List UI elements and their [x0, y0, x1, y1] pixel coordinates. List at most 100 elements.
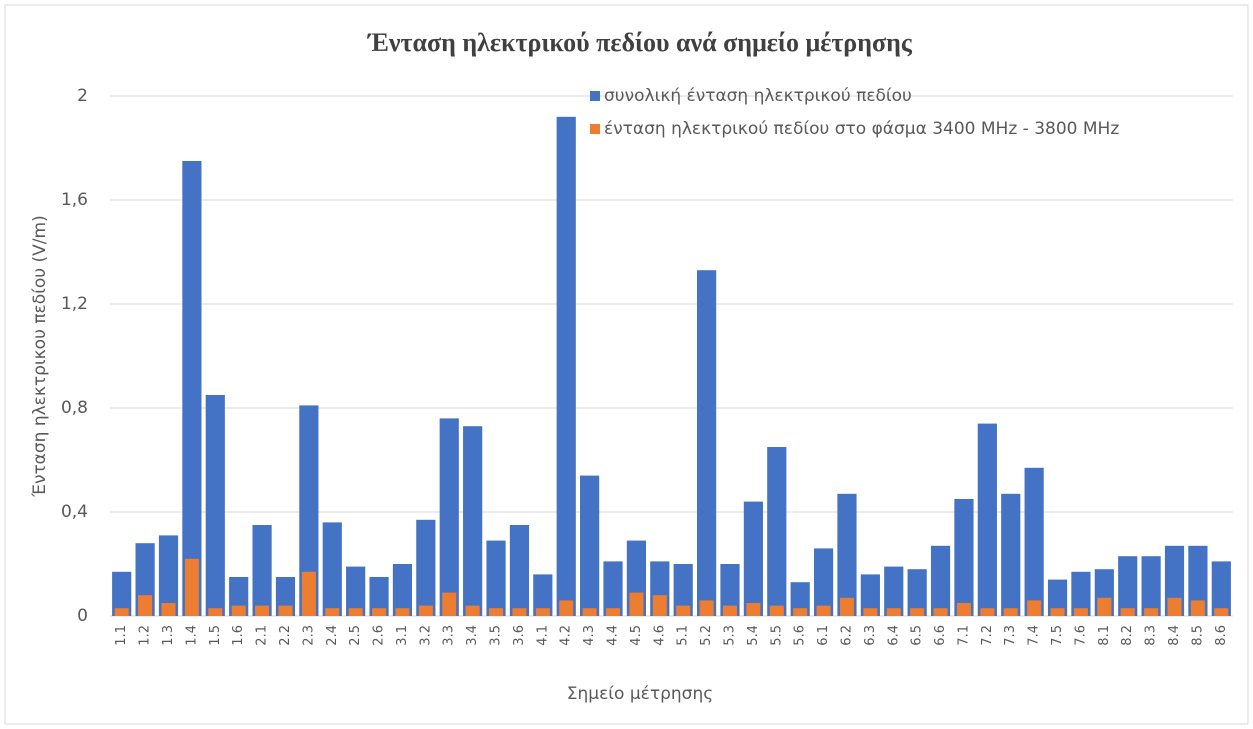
bar: [1003, 608, 1018, 616]
bar: [322, 522, 342, 616]
legend-swatch: [590, 124, 600, 134]
x-tick-label: 2.5: [348, 625, 363, 646]
x-tick-label: 8.3: [1144, 625, 1159, 646]
bar: [416, 519, 436, 616]
x-tick-label: 7.3: [1003, 625, 1018, 646]
x-tick-label: 6.5: [910, 625, 925, 646]
bar: [673, 564, 693, 616]
bar: [1047, 579, 1068, 616]
bar: [114, 608, 129, 616]
bar: [769, 605, 784, 616]
bar: [676, 605, 691, 616]
bar: [863, 608, 878, 616]
y-tick-label: 1,2: [61, 294, 88, 314]
x-tick-label: 4.1: [535, 625, 550, 646]
x-tick-label: 7.5: [1050, 625, 1065, 646]
x-tick-label: 6.6: [933, 625, 948, 646]
bar: [418, 605, 433, 616]
bar: [1188, 545, 1208, 616]
x-tick-label: 2.2: [278, 625, 293, 646]
bar: [837, 493, 857, 616]
x-tick-label: 3.5: [489, 625, 504, 646]
bar: [1118, 556, 1138, 616]
x-tick-label: 5.3: [722, 625, 737, 646]
x-tick-label: 7.2: [980, 625, 995, 646]
bar: [977, 423, 997, 616]
y-tick-label: 0,8: [61, 398, 88, 418]
bar: [720, 564, 740, 616]
bar: [767, 447, 787, 616]
x-tick-label: 4.2: [559, 625, 574, 646]
bar: [652, 595, 667, 616]
bar: [556, 116, 576, 617]
bar: [1097, 597, 1112, 616]
x-tick-label: 1.3: [161, 625, 176, 646]
y-tick-label: 0: [77, 606, 88, 626]
bar: [582, 608, 597, 616]
bar: [395, 608, 410, 616]
bar: [439, 418, 459, 616]
bar: [161, 603, 176, 616]
x-tick-label: 3.4: [465, 625, 480, 646]
bar: [697, 270, 717, 616]
bar: [1071, 571, 1091, 616]
bar: [605, 608, 621, 616]
x-tick-label: 5.2: [699, 625, 714, 646]
x-tick-label: 4.4: [606, 625, 621, 646]
bar: [813, 548, 834, 616]
bar: [208, 608, 223, 616]
bar: [1190, 600, 1205, 616]
x-tick-label: 2.6: [372, 625, 387, 646]
bar: [252, 525, 272, 616]
x-tick-label: 8.1: [1097, 625, 1112, 646]
bar: [392, 564, 413, 616]
bar: [1050, 608, 1065, 616]
bar: [205, 395, 225, 616]
bar: [980, 608, 995, 616]
y-tick-label: 1,6: [61, 190, 88, 210]
bar: [910, 608, 925, 616]
bar: [158, 535, 179, 616]
bar: [580, 475, 600, 616]
bar: [793, 608, 808, 616]
bar: [559, 600, 574, 616]
bar: [629, 592, 644, 616]
bar: [112, 571, 132, 616]
bar: [1211, 561, 1231, 616]
bar: [1024, 467, 1044, 616]
x-tick-label: 6.1: [816, 625, 831, 646]
bar: [463, 426, 483, 616]
x-tick-label: 8.4: [1167, 625, 1182, 646]
x-tick-label: 7.6: [1073, 625, 1088, 646]
bar: [301, 571, 316, 616]
x-tick-label: 3.3: [442, 625, 457, 646]
bar: [325, 608, 340, 616]
x-tick-label: 3.2: [418, 625, 433, 646]
x-tick-label: 8.6: [1214, 625, 1229, 646]
chart-title: Ένταση ηλεκτρικού πεδίου ανά σημείο μέτρ…: [366, 28, 913, 57]
bar: [907, 569, 927, 616]
bar: [956, 603, 971, 616]
x-tick-label: 6.4: [886, 625, 901, 646]
bar: [790, 582, 810, 616]
bar: [1120, 608, 1135, 616]
x-tick-label: 2.1: [255, 625, 270, 646]
bar: [886, 608, 901, 616]
bar: [1001, 493, 1021, 616]
x-tick-label: 6.3: [863, 625, 878, 646]
bar: [954, 499, 974, 616]
x-tick-label: 1.1: [114, 625, 129, 646]
bar: [1144, 608, 1159, 616]
bar: [299, 405, 319, 616]
x-tick-label: 6.2: [839, 625, 854, 646]
bar: [1027, 600, 1042, 616]
x-tick-label: 3.6: [512, 625, 527, 646]
bar: [509, 525, 530, 616]
bar: [465, 605, 480, 616]
bar: [860, 574, 880, 616]
x-tick-label: 2.3: [301, 625, 316, 646]
x-tick-label: 1.5: [208, 625, 223, 646]
bar: [816, 605, 831, 616]
x-tick-label: 4.3: [582, 625, 597, 646]
